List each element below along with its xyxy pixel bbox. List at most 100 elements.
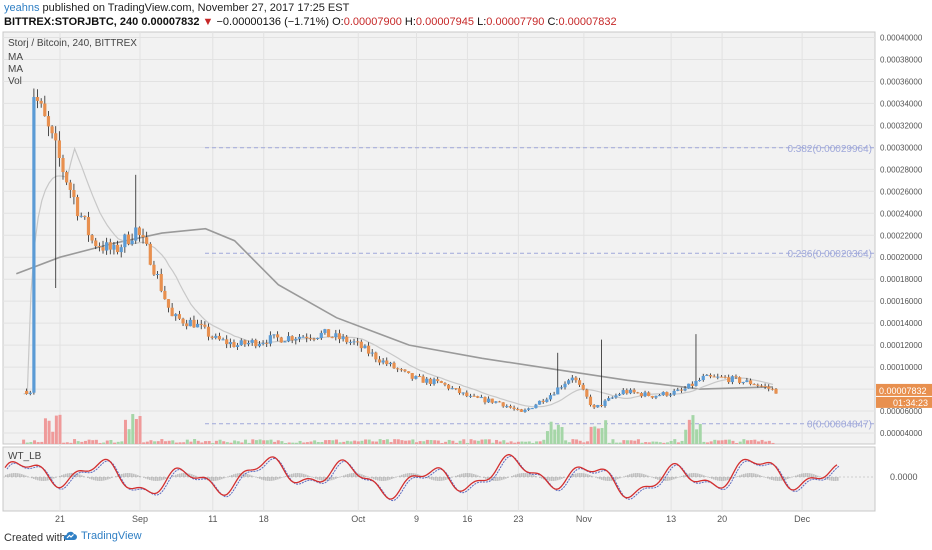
osc-histogram-bar	[609, 477, 611, 481]
osc-histogram-bar	[461, 473, 463, 477]
osc-histogram-bar	[577, 473, 579, 477]
candle-body	[541, 400, 545, 402]
candle-body	[283, 341, 287, 343]
osc-histogram-bar	[677, 477, 679, 478]
volume-bar	[91, 440, 95, 444]
osc-histogram-bar	[607, 477, 609, 481]
volume-bar	[767, 440, 771, 444]
candle-body	[487, 398, 491, 403]
candle-body	[228, 342, 232, 345]
volume-bar	[462, 439, 466, 444]
legend-wt-lb[interactable]: WT_LB	[8, 451, 42, 462]
candle-body	[199, 323, 203, 325]
osc-histogram-bar	[359, 473, 361, 477]
legend-ma-2[interactable]: MA	[8, 64, 23, 75]
osc-histogram-bar	[351, 473, 353, 477]
publish-line: yeahns published on TradingView.com, Nov…	[4, 2, 349, 15]
volume-bar	[327, 439, 331, 444]
candlestick-series	[25, 88, 778, 413]
osc-histogram-bar	[139, 475, 141, 477]
volume-bar	[425, 439, 429, 444]
osc-histogram-bar	[619, 477, 621, 479]
volume-bar	[33, 440, 37, 444]
osc-histogram-bar	[303, 473, 305, 477]
candle-body	[174, 314, 178, 317]
candle-body	[516, 409, 520, 411]
moving-average-slow	[16, 227, 774, 390]
ma-slow-line[interactable]	[16, 227, 774, 390]
volume-bar	[240, 442, 244, 444]
volume-bar	[113, 442, 117, 444]
osc-histogram-bar	[749, 473, 751, 477]
last-price-tag	[876, 383, 932, 396]
candle-body	[468, 395, 473, 397]
osc-histogram-bar	[673, 477, 675, 480]
volume-bar	[214, 440, 218, 444]
osc-histogram-bar	[571, 474, 573, 477]
osc-histogram-bar	[475, 474, 477, 477]
osc-histogram-bar	[465, 473, 467, 477]
candle-body	[399, 369, 403, 371]
osc-histogram-bar	[757, 474, 759, 477]
candle-body	[312, 338, 316, 340]
osc-histogram-bar	[727, 477, 729, 481]
volume-bar	[382, 440, 386, 444]
volume-bar	[538, 441, 542, 444]
candle-body	[417, 376, 422, 378]
osc-histogram-bar	[341, 476, 343, 477]
volume-bar	[69, 442, 73, 444]
x-tick-label: 21	[55, 514, 65, 524]
osc-histogram-bar	[667, 477, 669, 481]
candle-body	[134, 227, 138, 241]
volume-bar	[476, 440, 480, 444]
candle-body	[301, 336, 305, 338]
tradingview-logo[interactable]: TradingView	[62, 530, 142, 542]
osc-histogram-bar	[617, 477, 619, 480]
candle-body	[141, 235, 145, 238]
osc-histogram-bar	[225, 477, 227, 478]
osc-histogram-bar	[755, 473, 757, 477]
volume-bar	[487, 439, 491, 444]
osc-histogram-bar	[695, 473, 697, 477]
candle-body	[297, 336, 302, 339]
candle-body	[738, 377, 742, 383]
osc-histogram-bar	[279, 477, 281, 479]
volume-bar	[455, 442, 459, 444]
volume-bar	[36, 442, 40, 444]
legend-ma-1[interactable]: MA	[8, 52, 23, 63]
osc-histogram-bar	[179, 473, 181, 477]
volume-bar	[440, 442, 444, 444]
volume-bar	[94, 439, 98, 444]
candle-body	[166, 299, 171, 308]
candle-body	[603, 400, 607, 406]
osc-histogram-bar	[631, 473, 633, 477]
osc-histogram-bar	[411, 473, 413, 477]
candle-body	[581, 384, 585, 390]
osc-histogram-bar	[635, 473, 637, 477]
osc-histogram-bar	[115, 476, 117, 477]
osc-wave-line	[4, 453, 838, 500]
osc-histogram-bar	[65, 473, 67, 477]
author-link[interactable]: yeahns	[4, 2, 40, 14]
osc-histogram-bar	[151, 477, 153, 481]
osc-histogram-bar	[669, 477, 671, 481]
osc-histogram-bar	[805, 473, 807, 477]
legend-vol[interactable]: Vol	[8, 76, 22, 87]
osc-histogram-bar	[23, 474, 25, 477]
volume-bar	[549, 421, 553, 444]
volume-bar	[149, 440, 153, 444]
osc-histogram-bar	[497, 477, 499, 481]
osc-histogram-bar	[549, 477, 551, 481]
candle-body	[767, 386, 771, 389]
candle-body	[145, 237, 149, 244]
osc-histogram-bar	[747, 473, 749, 477]
volume-bar	[222, 441, 226, 444]
osc-histogram-bar	[173, 475, 175, 477]
osc-histogram-bar	[655, 477, 657, 479]
y-tick-label: 0.00010000	[880, 363, 923, 372]
high-value: 0.00007945	[415, 16, 475, 28]
candle-body	[607, 398, 611, 401]
time-axis[interactable]: 21 Sep 11 18 Oct 9 16 23 Nov 13 20 Dec	[55, 514, 811, 524]
volume-bar	[578, 440, 582, 444]
osc-histogram-bar	[345, 474, 347, 477]
